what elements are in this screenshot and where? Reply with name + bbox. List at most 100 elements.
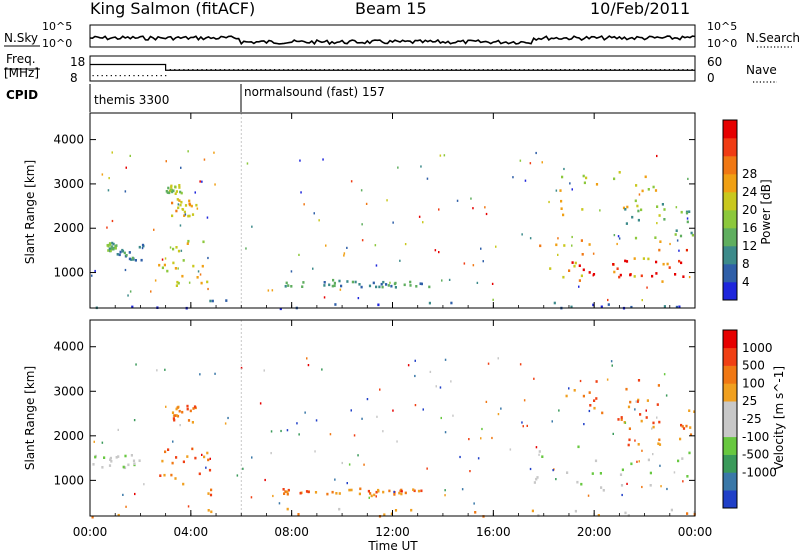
range-cell-sparse xyxy=(101,441,104,444)
range-cell xyxy=(326,492,329,496)
range-cell-sparse xyxy=(153,228,155,231)
range-cell xyxy=(681,425,684,428)
range-cell xyxy=(617,418,620,421)
nave-point xyxy=(160,75,162,77)
range-cell-sparse xyxy=(368,496,370,499)
range-cell xyxy=(171,411,175,414)
range-cell xyxy=(625,387,628,391)
range-cell xyxy=(668,266,671,269)
range-cell-sparse xyxy=(133,419,136,422)
range-cell xyxy=(621,468,624,472)
range-cell xyxy=(620,416,623,419)
nave-point xyxy=(278,69,280,71)
range-cell xyxy=(175,407,178,411)
range-cell-sparse xyxy=(613,234,616,237)
range-cell xyxy=(175,190,178,193)
range-cell-sparse xyxy=(635,400,637,403)
range-cell-sparse xyxy=(592,274,594,277)
range-cell-sparse xyxy=(456,199,459,202)
range-cell-sparse xyxy=(306,357,308,360)
range-cell-sparse xyxy=(181,208,183,211)
range-cell xyxy=(574,509,577,513)
range-cell xyxy=(666,262,669,266)
range-cell xyxy=(279,307,282,311)
range-cell xyxy=(206,451,209,455)
range-cell xyxy=(658,420,661,424)
nave-point xyxy=(446,69,448,71)
range-cell xyxy=(639,413,642,416)
range-cell xyxy=(649,484,652,487)
nsearch-tick-hi: 10^5 xyxy=(707,20,737,33)
range-cell xyxy=(450,301,453,305)
range-cell-sparse xyxy=(361,239,364,242)
range-cell xyxy=(409,280,412,284)
range-cell-sparse xyxy=(154,279,157,282)
range-cell xyxy=(286,492,289,496)
nave-point xyxy=(646,69,648,71)
power-data xyxy=(91,113,694,311)
power-colorbar-tick: 12 xyxy=(742,239,757,253)
nave-point xyxy=(351,69,353,71)
range-cell-sparse xyxy=(129,290,132,293)
range-cell-sparse xyxy=(246,162,249,165)
nave-point xyxy=(650,69,652,71)
range-cell xyxy=(620,418,623,421)
range-cell xyxy=(377,489,380,493)
power-colorbar-tick: 4 xyxy=(742,275,750,289)
range-cell-sparse xyxy=(196,207,199,210)
range-cell xyxy=(118,253,121,257)
range-cell-sparse xyxy=(242,467,244,470)
nave-point xyxy=(269,69,271,71)
range-cell-sparse xyxy=(434,249,437,252)
range-cell-sparse xyxy=(125,505,127,508)
range-cell xyxy=(682,275,685,278)
range-cell xyxy=(158,263,161,267)
range-cell-sparse xyxy=(407,364,410,367)
nave-point xyxy=(505,69,507,71)
range-cell xyxy=(561,175,564,179)
range-cell-sparse xyxy=(94,269,96,273)
range-cell xyxy=(652,421,655,425)
range-cell xyxy=(428,301,431,305)
range-cell-sparse xyxy=(522,425,524,428)
range-cell xyxy=(585,176,588,180)
nave-point xyxy=(392,69,394,71)
range-cell-sparse xyxy=(519,159,522,162)
range-cell xyxy=(207,492,210,495)
range-cell xyxy=(624,511,627,515)
range-cell-sparse xyxy=(435,385,437,388)
time-tick-label: 16:00 xyxy=(476,525,511,539)
range-cell-sparse xyxy=(444,489,446,492)
range-cell xyxy=(675,305,678,309)
range-cell xyxy=(679,437,682,441)
nsky-label: N.Sky xyxy=(4,31,38,45)
range-cell-sparse xyxy=(374,244,377,247)
range-cell-sparse xyxy=(448,278,451,281)
nave-point xyxy=(691,69,693,71)
range-cell-sparse xyxy=(485,400,488,403)
range-cell xyxy=(624,259,627,263)
range-cell-sparse xyxy=(452,414,454,417)
range-cell xyxy=(576,480,579,484)
range-cell xyxy=(688,409,691,412)
range-cell xyxy=(193,405,197,408)
range-cell-sparse xyxy=(673,471,676,474)
range-cell-sparse xyxy=(521,421,523,424)
range-cell-sparse xyxy=(439,386,442,389)
range-cell-sparse xyxy=(645,409,647,412)
range-cell-sparse xyxy=(443,154,446,157)
freq-trace xyxy=(90,63,695,77)
range-cell-sparse xyxy=(156,369,158,372)
nave-point xyxy=(147,75,149,77)
range-cell xyxy=(674,233,677,236)
range-cell xyxy=(628,438,631,442)
range-cell xyxy=(652,185,655,189)
range-cell xyxy=(167,186,170,190)
nave-point xyxy=(655,69,657,71)
range-cell-sparse xyxy=(687,177,689,180)
range-cell-sparse xyxy=(666,487,668,491)
range-cell-sparse xyxy=(476,281,479,284)
power-ytick-label: 3000 xyxy=(53,177,84,191)
range-cell xyxy=(657,384,660,387)
range-cell-sparse xyxy=(663,373,666,376)
